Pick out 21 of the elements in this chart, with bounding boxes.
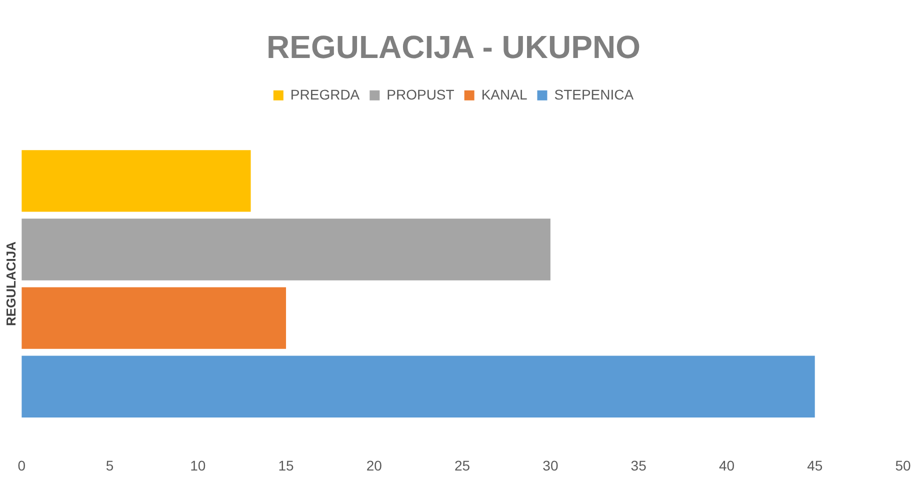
x-tick-label: 45 xyxy=(807,457,823,474)
bar xyxy=(22,287,286,349)
x-tick-label: 30 xyxy=(542,457,558,474)
x-tick-label: 25 xyxy=(454,457,470,474)
bar xyxy=(22,150,251,212)
x-tick-label: 35 xyxy=(630,457,647,474)
x-tick-label: 20 xyxy=(366,457,382,474)
x-tick-label: 5 xyxy=(106,457,114,474)
legend-label: STEPENICA xyxy=(554,86,634,102)
x-tick-label: 15 xyxy=(278,457,294,474)
x-tick-label: 50 xyxy=(895,457,911,474)
y-axis-title: REGULACIJA xyxy=(3,240,18,326)
x-tick-label: 0 xyxy=(18,457,26,474)
legend-label: PROPUST xyxy=(386,86,455,102)
x-tick-label: 40 xyxy=(718,457,735,474)
bar xyxy=(22,356,815,418)
chart-title: REGULACIJA - UKUPNO xyxy=(266,29,640,66)
bar xyxy=(22,218,550,280)
x-tick-label: 10 xyxy=(190,457,206,474)
legend-label: KANAL xyxy=(481,86,528,102)
legend-label: PREGRDA xyxy=(290,86,360,102)
